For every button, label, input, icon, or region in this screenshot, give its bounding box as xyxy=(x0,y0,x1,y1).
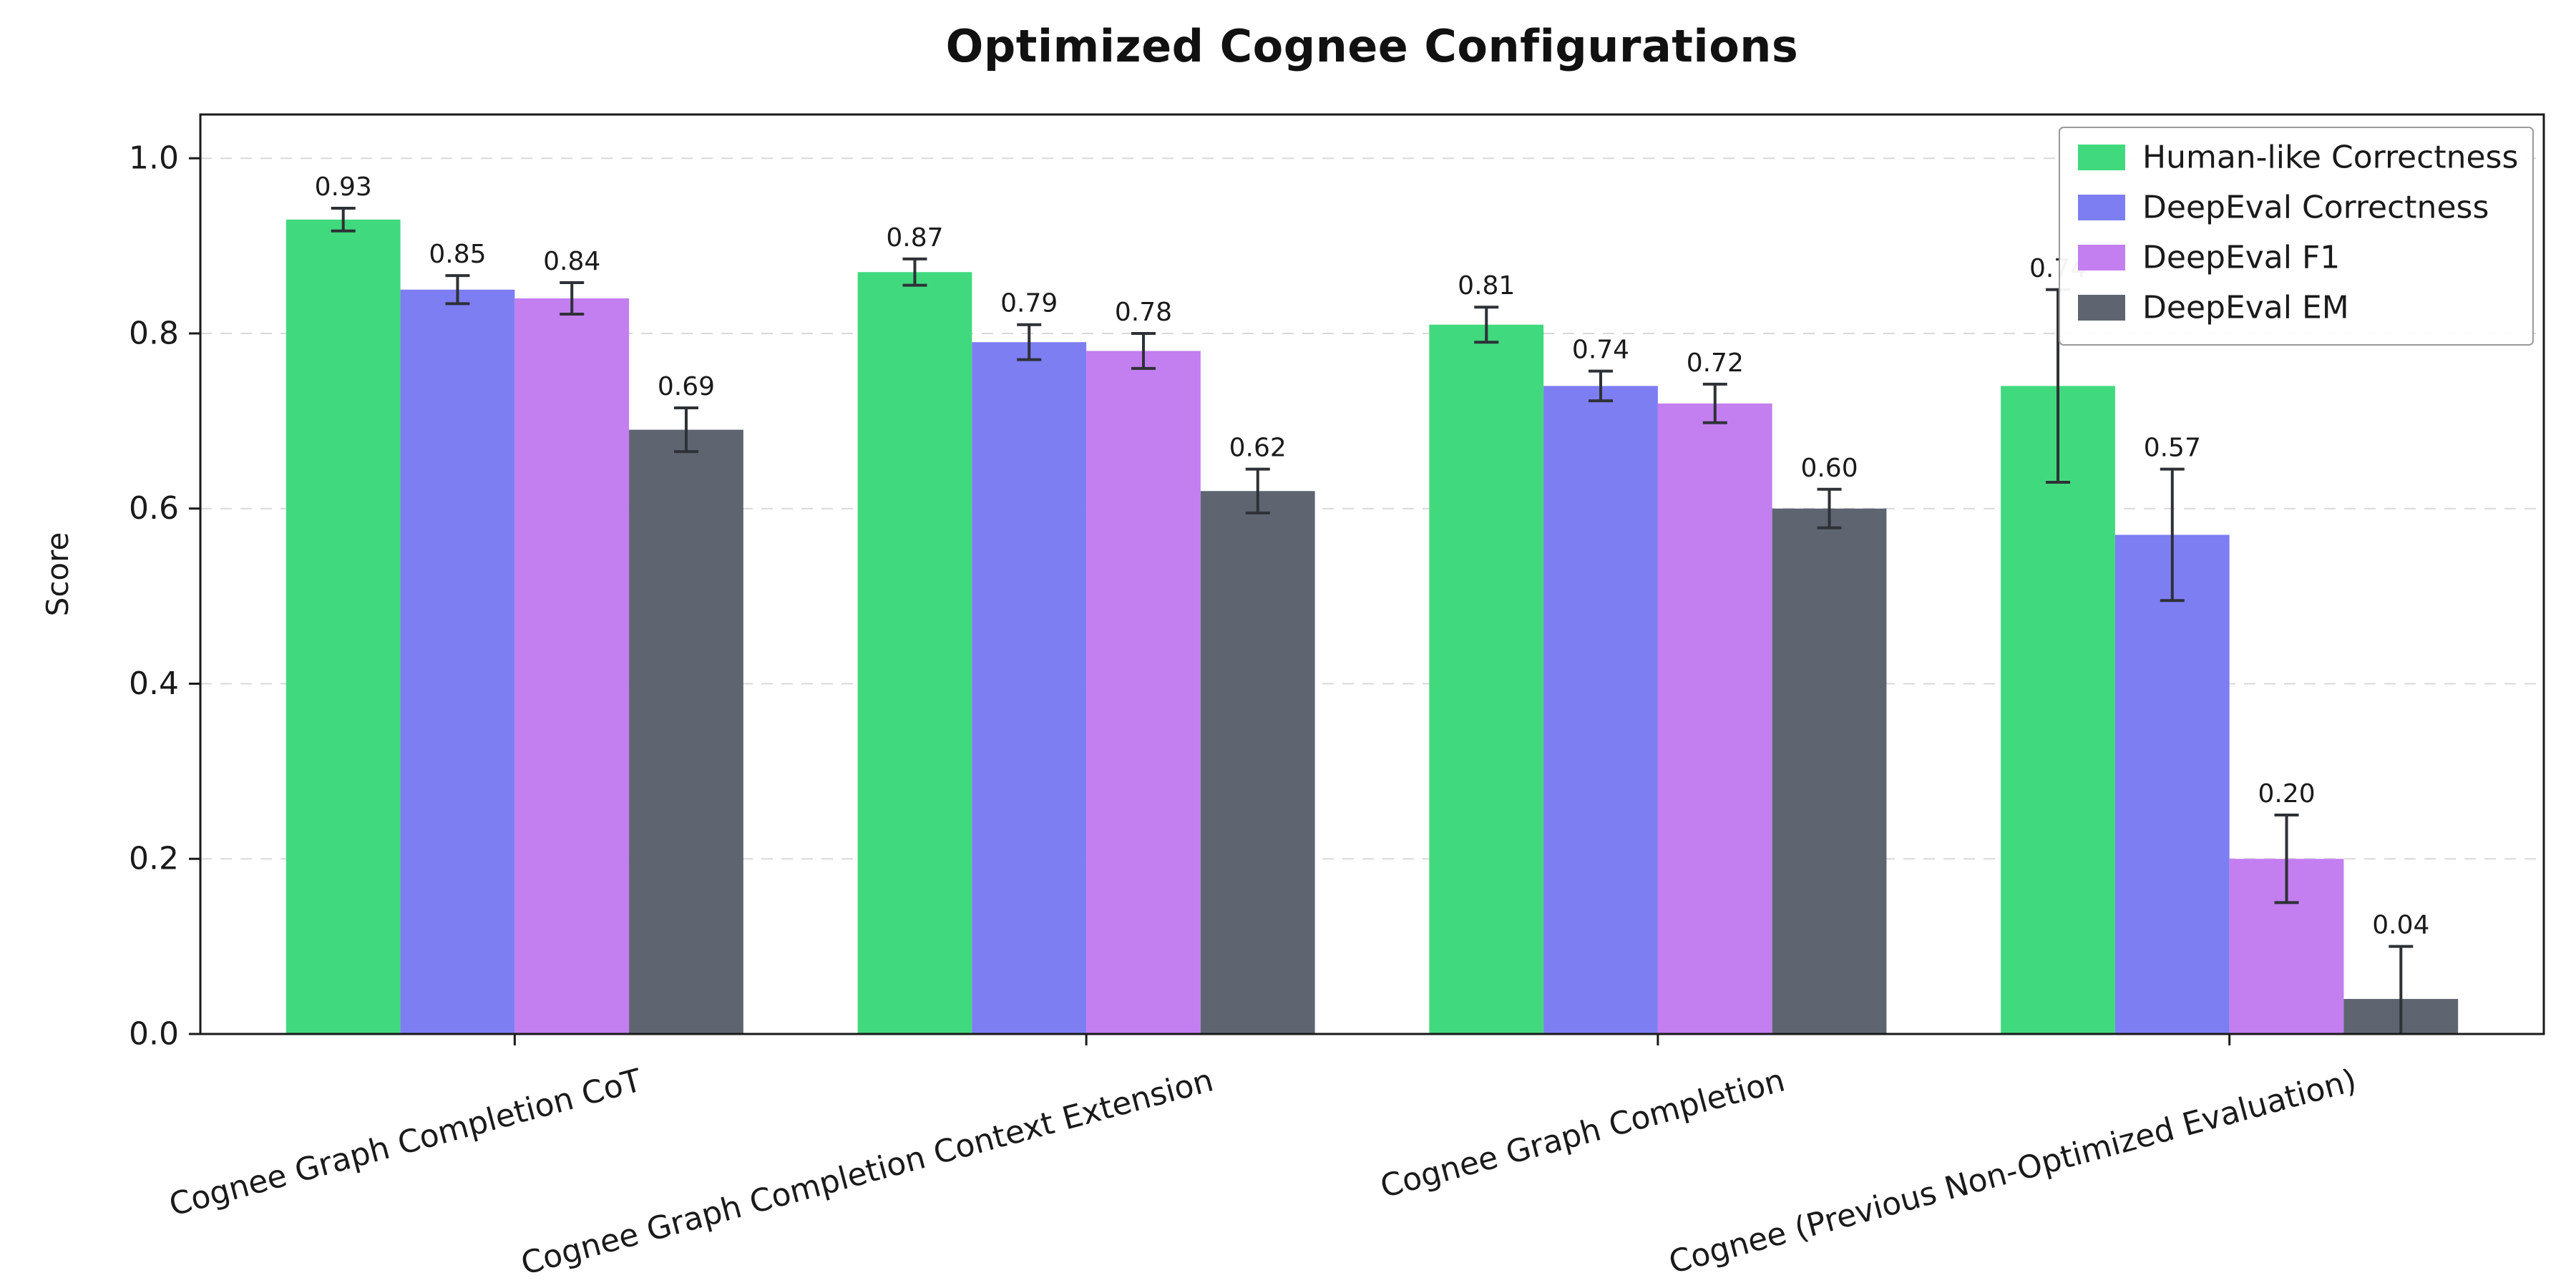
bar-series2-cat2 xyxy=(1657,403,1772,1034)
bar-value-label: 0.81 xyxy=(1458,271,1515,301)
y-tick-label: 0.8 xyxy=(129,315,179,351)
bar-series2-cat0 xyxy=(514,298,630,1034)
plot-border xyxy=(199,113,2545,1035)
bar-series0-cat3 xyxy=(2001,386,2115,1034)
bar-value-label: 0.69 xyxy=(658,372,715,401)
bar-value-label: 0.04 xyxy=(2372,911,2429,940)
bar-series1-cat0 xyxy=(400,289,515,1034)
bar-value-label: 0.20 xyxy=(2258,779,2315,809)
legend-label-3: DeepEval EM xyxy=(2142,290,2349,326)
bar-series2-cat1 xyxy=(1086,351,1201,1034)
chart-title: Optimized Cognee Configurations xyxy=(945,20,1799,72)
bar-value-label: 0.74 xyxy=(1572,336,1629,365)
y-tick-label: 1.0 xyxy=(129,140,179,177)
legend-box xyxy=(2059,127,2534,346)
x-tick-label: Cognee Graph Completion xyxy=(1377,1062,1789,1205)
bar-series1-cat2 xyxy=(1543,386,1658,1034)
bar-value-label: 0.85 xyxy=(429,240,486,269)
bar-series1-cat3 xyxy=(2114,535,2230,1034)
legend-swatch-0 xyxy=(2078,145,2125,170)
bar-value-label: 0.72 xyxy=(1687,348,1744,378)
bar-series0-cat0 xyxy=(286,219,401,1034)
legend-label-0: Human-like Correctness xyxy=(2142,140,2518,176)
bar-series0-cat1 xyxy=(857,272,972,1035)
y-tick-label: 0.6 xyxy=(129,490,179,527)
bar-value-label: 0.84 xyxy=(543,247,600,276)
bar-value-label: 0.57 xyxy=(2144,434,2201,463)
bar-value-label: 0.87 xyxy=(886,223,943,253)
y-axis-label: Score xyxy=(40,532,75,617)
bar-value-label: 0.93 xyxy=(315,172,372,202)
x-tick-label: Cognee Graph Completion CoT xyxy=(165,1062,645,1224)
legend-label-2: DeepEval F1 xyxy=(2142,240,2340,276)
bar-series1-cat1 xyxy=(972,342,1087,1034)
bar-series3-cat0 xyxy=(629,429,743,1034)
legend-swatch-1 xyxy=(2078,195,2125,220)
bar-value-label: 0.60 xyxy=(1800,454,1858,483)
legend-swatch-2 xyxy=(2078,245,2125,270)
bar-value-label: 0.62 xyxy=(1229,434,1287,463)
bar-series3-cat1 xyxy=(1200,491,1315,1034)
bar-series3-cat2 xyxy=(1772,508,1887,1034)
bar-series0-cat2 xyxy=(1429,324,1544,1034)
y-tick-label: 0.2 xyxy=(129,841,179,877)
legend-swatch-3 xyxy=(2078,295,2125,321)
y-tick-label: 0.0 xyxy=(129,1016,179,1053)
bar-value-label: 0.78 xyxy=(1115,298,1172,327)
legend-label-1: DeepEval Correctness xyxy=(2142,190,2489,226)
y-tick-label: 0.4 xyxy=(129,665,179,702)
bar-value-label: 0.79 xyxy=(1000,289,1058,318)
